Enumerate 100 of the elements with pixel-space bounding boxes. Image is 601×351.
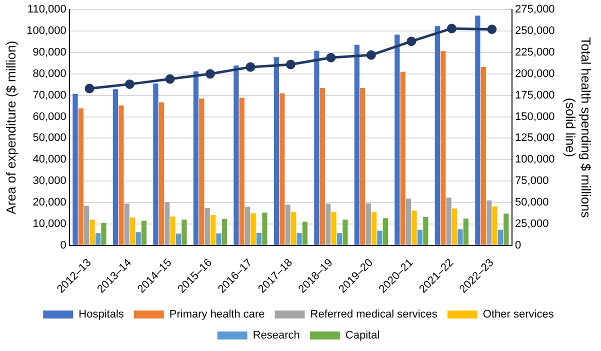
bar — [84, 206, 90, 245]
point — [205, 69, 215, 79]
bar — [118, 105, 124, 245]
bar — [222, 219, 228, 245]
y-tick-label: 80,000 — [32, 68, 66, 80]
bar — [141, 220, 147, 245]
bar — [320, 88, 325, 245]
bar — [377, 230, 382, 245]
y-tick-label: 0 — [60, 239, 66, 252]
y2-tick-label: 0 — [515, 239, 522, 252]
bar — [360, 88, 366, 245]
legend-label: Other services — [482, 308, 554, 321]
point — [165, 74, 175, 84]
bar — [239, 98, 244, 245]
point — [487, 24, 497, 34]
bar — [434, 26, 440, 245]
point — [84, 84, 94, 94]
y2-tick-label: 75,000 — [515, 175, 549, 188]
bar — [458, 229, 463, 245]
bar — [245, 206, 250, 245]
bar — [153, 84, 158, 245]
bar — [274, 57, 280, 245]
bar — [176, 234, 182, 245]
point — [326, 52, 336, 62]
bar — [193, 71, 199, 245]
bar — [394, 34, 400, 245]
bar — [158, 102, 164, 245]
legend-label: Research — [252, 330, 300, 342]
y-tick-label: 10,000 — [32, 218, 66, 230]
bar — [371, 212, 377, 245]
y2-axis-title: Total health spending $ millions (solid line) — [563, 37, 594, 218]
bar — [326, 204, 331, 245]
y-axis-title: Area of expenditure ($ million) — [3, 40, 18, 214]
y-tick-label: 90,000 — [32, 46, 66, 58]
bar — [475, 16, 480, 245]
bar — [400, 72, 406, 245]
bar — [90, 220, 95, 245]
bar — [216, 233, 222, 245]
y2-tick-label: 150,000 — [515, 110, 555, 123]
bar — [302, 222, 308, 245]
y2-tick-label: 200,000 — [515, 68, 555, 80]
y2-tick-label: 275,000 — [515, 4, 555, 16]
point — [286, 60, 296, 70]
bar — [331, 212, 336, 245]
bar — [112, 89, 118, 245]
point — [406, 36, 416, 46]
bar — [170, 216, 176, 245]
bar — [314, 50, 320, 245]
y-tick-label: 40,000 — [32, 154, 66, 166]
bar — [290, 212, 296, 245]
bar — [342, 220, 348, 245]
y2-tick-label: 175,000 — [515, 89, 555, 102]
y2-tick-label: 250,000 — [515, 25, 555, 38]
y2-tick-label: 50,000 — [515, 196, 549, 209]
legend-label: Hospitals — [78, 308, 124, 321]
bar — [72, 94, 78, 245]
point — [366, 50, 376, 60]
y-tick-label: 50,000 — [32, 132, 66, 144]
y-tick-label: 30,000 — [32, 175, 66, 188]
bar — [498, 230, 504, 245]
bar — [95, 233, 101, 245]
bar — [296, 233, 302, 245]
y-tick-label: 100,000 — [26, 25, 66, 38]
bar — [406, 198, 412, 245]
y-tick-label: 60,000 — [32, 110, 66, 123]
legend-label: Primary health care — [169, 308, 265, 321]
bar — [280, 93, 285, 245]
point — [124, 79, 134, 89]
bar — [463, 218, 468, 245]
bar — [182, 220, 187, 245]
bar — [480, 67, 486, 245]
bar — [199, 98, 204, 245]
bar — [423, 216, 428, 245]
bar — [256, 232, 262, 245]
bar — [504, 214, 509, 245]
y2-tick-label: 225,000 — [515, 46, 555, 58]
bar — [382, 218, 388, 245]
y-tick-label: 70,000 — [32, 89, 66, 102]
bar — [354, 44, 360, 245]
legend-label: Capital — [345, 330, 380, 342]
bar — [130, 218, 136, 245]
bar — [446, 198, 452, 245]
y2-tick-label: 25,000 — [515, 218, 549, 230]
bar — [210, 214, 216, 245]
bar — [136, 232, 141, 245]
bar — [164, 202, 170, 245]
bar — [452, 208, 458, 245]
y2-tick-label: 125,000 — [515, 132, 555, 144]
bar — [366, 203, 371, 245]
y2-tick-label: 100,000 — [515, 154, 555, 166]
bar — [486, 200, 492, 245]
point — [246, 62, 256, 72]
bar — [204, 208, 210, 245]
bar — [124, 204, 130, 245]
bar — [440, 50, 446, 245]
bar — [336, 233, 342, 245]
bar — [492, 206, 498, 245]
bar — [285, 204, 290, 245]
legend-label: Referred medical services — [310, 308, 438, 321]
bar — [101, 222, 106, 245]
